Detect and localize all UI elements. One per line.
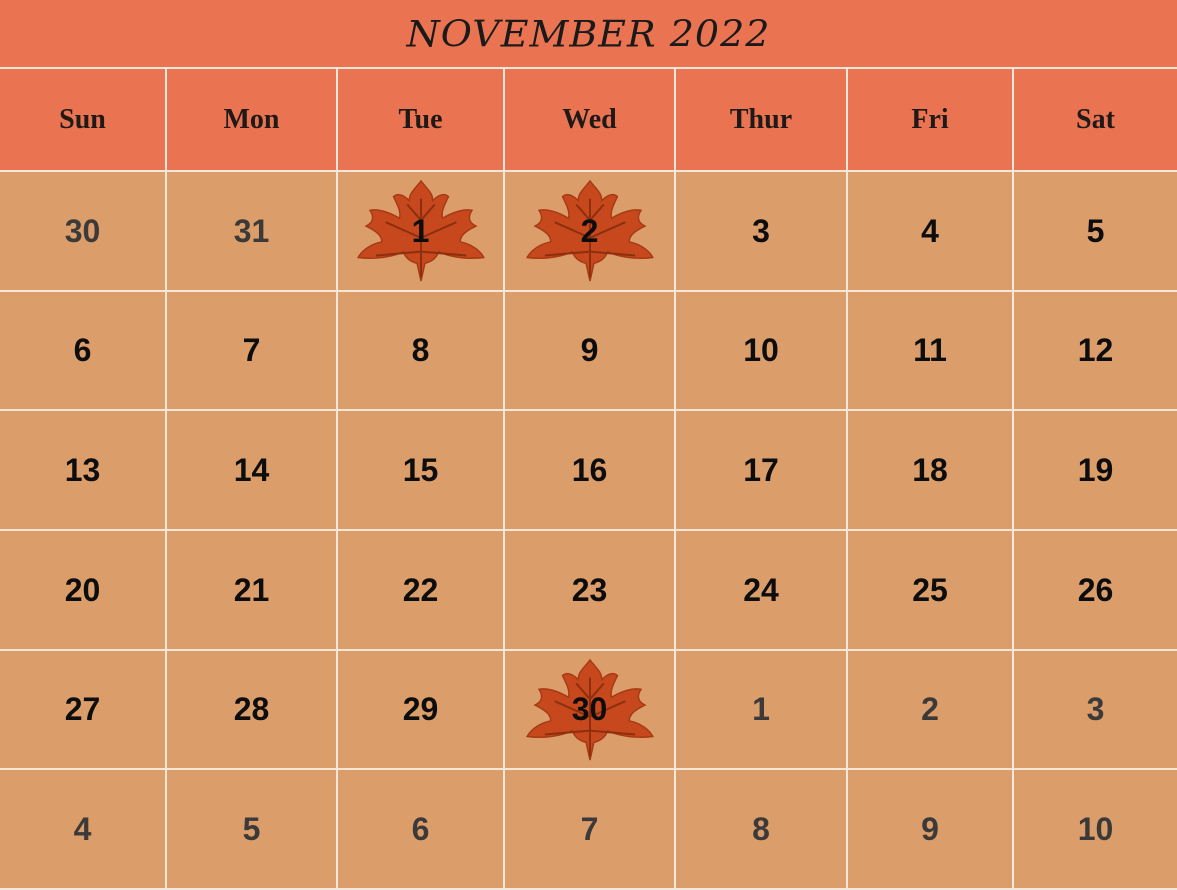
- day-cell-fri[interactable]: 9: [848, 770, 1014, 890]
- day-number: 15: [402, 451, 439, 488]
- calendar-title: NOVEMBER 2022: [406, 12, 771, 55]
- day-cell-fri[interactable]: 4: [848, 172, 1014, 292]
- day-cell-tue[interactable]: 15: [338, 411, 505, 531]
- day-cell-wed[interactable]: 23: [505, 531, 676, 651]
- day-cell-sun[interactable]: 4: [0, 770, 167, 890]
- day-cell-sat[interactable]: 10: [1014, 770, 1177, 890]
- day-number: 5: [242, 810, 261, 847]
- day-number: 8: [752, 810, 770, 847]
- day-number: 27: [64, 691, 101, 727]
- day-cell-sun[interactable]: 27: [0, 651, 167, 770]
- day-cell-sat[interactable]: 12: [1014, 292, 1177, 411]
- day-cell-sat[interactable]: 26: [1014, 531, 1177, 651]
- day-number: 3: [1086, 691, 1105, 727]
- day-cell-thur[interactable]: 10: [676, 292, 848, 411]
- day-cell-sun[interactable]: 6: [0, 292, 167, 411]
- day-number: 5: [1086, 212, 1105, 249]
- weekday-header-mon: Mon: [167, 69, 338, 170]
- day-number: 28: [233, 691, 270, 727]
- day-cell-sun[interactable]: 30: [0, 172, 167, 292]
- day-grid: 30 31 1 2 3 4 5 6 7 8 9 10 11 12 13 14 15 16 17 18 19 20 21 22 2…: [0, 172, 1177, 890]
- day-cell-wed[interactable]: 16: [505, 411, 676, 531]
- day-cell-thur[interactable]: 24: [676, 531, 848, 651]
- day-number: 17: [743, 451, 779, 488]
- day-cell-wed[interactable]: 7: [505, 770, 676, 890]
- day-number: 1: [752, 691, 770, 727]
- day-cell-sat[interactable]: 5: [1014, 172, 1177, 292]
- weekday-header-sat: Sat: [1076, 103, 1115, 135]
- weekday-header-thur: Thur: [676, 69, 848, 170]
- day-number: 13: [64, 451, 101, 488]
- day-number: 10: [1077, 810, 1114, 847]
- day-number: 9: [580, 332, 599, 368]
- day-number: 30: [64, 212, 101, 249]
- day-number: 7: [580, 810, 599, 847]
- day-cell-mon[interactable]: 5: [167, 770, 338, 890]
- day-number: 8: [411, 332, 430, 368]
- day-cell-sun[interactable]: 20: [0, 531, 167, 651]
- day-number: 26: [1077, 571, 1114, 608]
- day-cell-mon[interactable]: 31: [167, 172, 338, 292]
- day-number: 22: [402, 571, 439, 608]
- day-cell-tue[interactable]: 8: [338, 292, 505, 411]
- day-number: 19: [1077, 451, 1114, 488]
- day-number: 6: [411, 810, 430, 847]
- day-cell-mon[interactable]: 7: [167, 292, 338, 411]
- day-cell-sat[interactable]: 3: [1014, 651, 1177, 770]
- day-cell-sun[interactable]: 13: [0, 411, 167, 531]
- day-cell-mon[interactable]: 21: [167, 531, 338, 651]
- day-number: 25: [912, 571, 948, 608]
- day-number: 11: [913, 332, 947, 368]
- weekday-header-row: Sun Mon Tue Wed Thur Fri Sat: [0, 69, 1177, 172]
- day-cell-tue[interactable]: 29: [338, 651, 505, 770]
- day-number: 31: [233, 212, 270, 249]
- day-number: 10: [743, 332, 779, 368]
- day-number: 7: [242, 332, 261, 368]
- day-cell-thur[interactable]: 17: [676, 411, 848, 531]
- day-number: 2: [921, 691, 939, 727]
- day-cell-wed[interactable]: 30: [505, 651, 676, 770]
- weekday-header-tue: Tue: [338, 69, 505, 170]
- day-number: 30: [571, 691, 608, 727]
- day-cell-tue[interactable]: 1: [338, 172, 505, 292]
- day-cell-wed[interactable]: 2: [505, 172, 676, 292]
- day-cell-mon[interactable]: 14: [167, 411, 338, 531]
- day-cell-fri[interactable]: 25: [848, 531, 1014, 651]
- weekday-header-wed: Wed: [505, 69, 676, 170]
- day-number: 24: [743, 571, 779, 608]
- day-cell-thur[interactable]: 1: [676, 651, 848, 770]
- day-number: 18: [912, 451, 948, 488]
- day-cell-sat[interactable]: 19: [1014, 411, 1177, 531]
- day-cell-tue[interactable]: 22: [338, 531, 505, 651]
- day-number: 9: [921, 810, 939, 847]
- day-number: 4: [73, 810, 92, 847]
- day-cell-fri[interactable]: 2: [848, 651, 1014, 770]
- title-bar: NOVEMBER 2022: [0, 0, 1177, 69]
- day-number: 14: [233, 451, 270, 488]
- day-cell-mon[interactable]: 28: [167, 651, 338, 770]
- day-cell-wed[interactable]: 9: [505, 292, 676, 411]
- day-number: 12: [1077, 332, 1114, 368]
- day-number: 1: [411, 212, 430, 249]
- day-number: 20: [64, 571, 101, 608]
- day-number: 4: [921, 212, 939, 249]
- day-number: 16: [571, 451, 608, 488]
- day-number: 21: [233, 571, 270, 608]
- day-cell-fri[interactable]: 18: [848, 411, 1014, 531]
- day-number: 29: [402, 691, 439, 727]
- day-cell-thur[interactable]: 8: [676, 770, 848, 890]
- day-number: 23: [571, 571, 608, 608]
- day-number: 6: [73, 332, 92, 368]
- day-cell-tue[interactable]: 6: [338, 770, 505, 890]
- day-cell-fri[interactable]: 11: [848, 292, 1014, 411]
- weekday-header-sun: Sun: [0, 69, 167, 170]
- weekday-header-fri: Fri: [848, 69, 1014, 170]
- day-cell-thur[interactable]: 3: [676, 172, 848, 292]
- day-number: 3: [752, 212, 770, 249]
- day-number: 2: [580, 212, 599, 249]
